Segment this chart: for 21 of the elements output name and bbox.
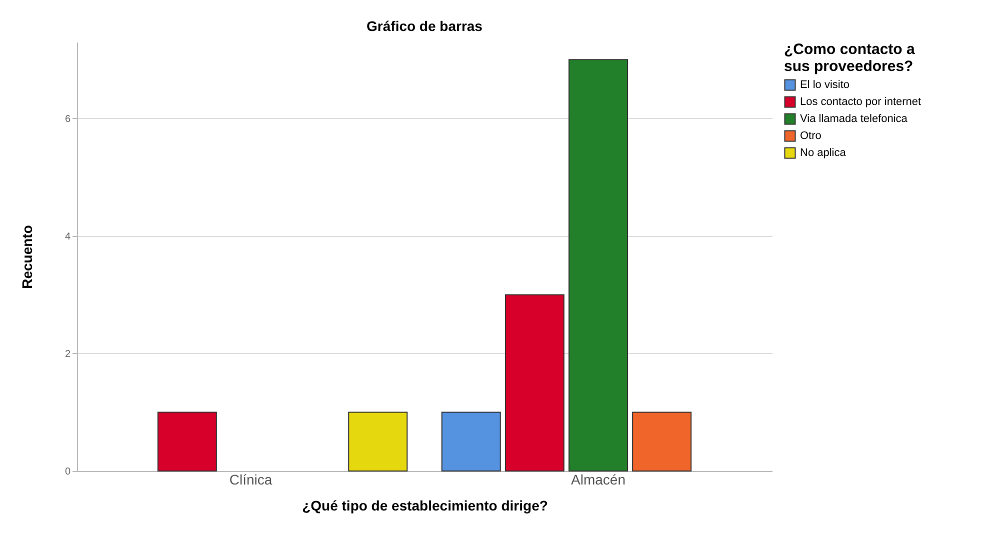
x-axis-title: ¿Qué tipo de establecimiento dirige? (302, 498, 548, 514)
x-tick-label: Clínica (229, 472, 272, 488)
bar (441, 412, 501, 472)
y-tick-label: 6 (64, 114, 71, 125)
y-tick-label: 2 (64, 348, 71, 360)
legend-label: No aplica (800, 147, 847, 159)
chart-title: Gráfico de barras (366, 18, 483, 34)
bar (157, 412, 217, 472)
x-tick-label: Almacén (571, 472, 626, 488)
bar (632, 412, 692, 472)
bar (348, 412, 408, 472)
y-tick-label: 0 (64, 466, 71, 478)
legend-label: El lo visito (800, 79, 850, 91)
y-axis-title: Recuento (18, 225, 35, 289)
y-tick-label: 4 (64, 231, 71, 242)
bar (568, 59, 628, 472)
legend-label: Los contacto por internet (800, 96, 922, 108)
legend-label: Via llamada telefonica (800, 113, 908, 125)
legend-title: ¿Como contacto a sus proveedores? (784, 41, 916, 75)
legend-label: Otro (800, 130, 822, 142)
bar (504, 294, 564, 472)
